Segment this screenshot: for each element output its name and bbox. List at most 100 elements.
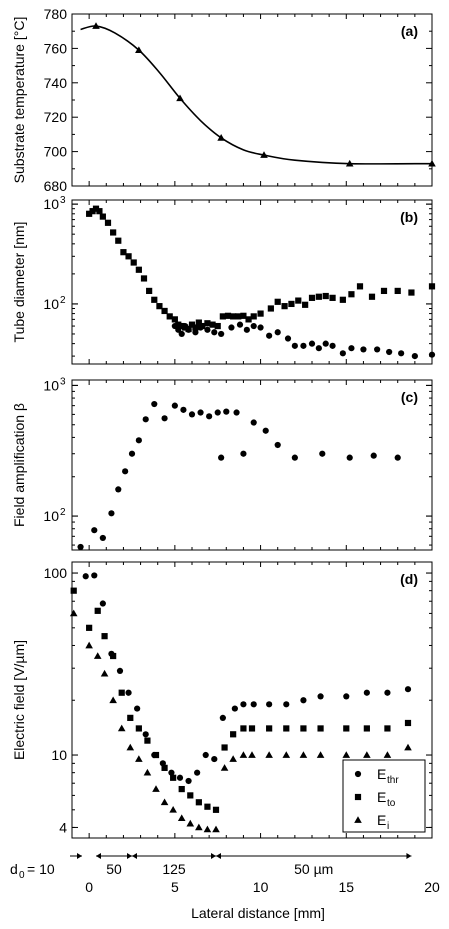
data-point-circle xyxy=(135,437,142,444)
data-point-circle xyxy=(204,326,211,333)
segment-label: 50 µm xyxy=(294,861,333,877)
data-point-square xyxy=(224,312,232,319)
data-point-triangle xyxy=(404,743,412,751)
y-tick-exponent: 3 xyxy=(60,376,66,387)
data-point-triangle xyxy=(93,652,102,659)
data-point-square xyxy=(156,303,163,310)
data-point-triangle xyxy=(143,768,152,776)
arrowhead xyxy=(211,853,216,859)
data-point-square xyxy=(146,287,153,295)
data-point-triangle xyxy=(135,46,143,53)
data-point-circle xyxy=(411,352,418,360)
data-point-circle xyxy=(266,701,273,708)
data-point-square xyxy=(363,725,370,732)
legend-marker-triangle xyxy=(354,816,362,823)
data-point-triangle xyxy=(212,825,220,833)
data-point-circle xyxy=(284,335,292,342)
data-point-circle xyxy=(211,755,218,763)
y-tick-label: 10 xyxy=(51,747,67,763)
data-point-circle xyxy=(274,329,281,336)
data-point-square xyxy=(96,208,103,215)
legend-marker-circle xyxy=(354,770,362,778)
data-point-triangle xyxy=(109,696,117,704)
x-tick-label: 5 xyxy=(171,879,179,895)
data-point-circle xyxy=(151,400,158,408)
data-point-square xyxy=(175,321,182,328)
x-tick-label: 15 xyxy=(338,879,354,895)
data-point-triangle xyxy=(92,22,100,29)
data-point-circle xyxy=(142,416,149,423)
data-point-triangle xyxy=(195,823,203,831)
data-point-square xyxy=(178,322,185,330)
data-point-triangle xyxy=(383,751,392,758)
y-axis-label: Substrate temperature [°C] xyxy=(11,17,27,184)
data-point-square xyxy=(315,293,322,300)
data-point-circle xyxy=(250,322,257,330)
data-point-square xyxy=(394,287,401,295)
data-point-square xyxy=(86,624,93,631)
arrowhead xyxy=(127,853,132,859)
data-point-square xyxy=(281,303,288,310)
data-point-circle xyxy=(175,326,182,333)
data-point-square xyxy=(151,296,158,303)
data-point-circle xyxy=(176,774,184,781)
data-point-triangle xyxy=(85,641,93,649)
data-point-square xyxy=(283,725,290,732)
data-point-circle xyxy=(192,329,199,336)
panel-label: (d) xyxy=(400,571,418,587)
x-tick-label: 10 xyxy=(253,879,269,895)
data-point-square xyxy=(204,320,211,327)
data-point-square xyxy=(230,313,237,320)
data-point-triangle xyxy=(239,751,248,758)
data-point-square xyxy=(92,205,100,212)
y-tick-label: 680 xyxy=(44,178,68,194)
data-point-square xyxy=(274,298,281,305)
data-point-circle xyxy=(168,769,175,776)
data-point-triangle xyxy=(152,785,160,792)
data-point-circle xyxy=(231,705,238,712)
data-point-circle xyxy=(398,350,405,357)
data-point-circle xyxy=(197,324,204,331)
data-point-square xyxy=(204,803,211,810)
data-point-triangle xyxy=(229,755,237,762)
data-point-square xyxy=(187,792,194,799)
data-point-square xyxy=(240,312,247,319)
data-point-circle xyxy=(99,534,106,542)
data-point-square xyxy=(219,313,226,320)
data-point-triangle xyxy=(69,609,78,617)
data-point-circle xyxy=(250,419,257,426)
data-point-triangle xyxy=(428,159,436,167)
data-point-square xyxy=(384,725,391,732)
y-tick-label: 10 xyxy=(43,196,59,212)
data-point-circle xyxy=(308,340,316,347)
data-point-triangle xyxy=(186,819,195,827)
data-point-circle xyxy=(219,714,226,721)
legend-label-subscript: thr xyxy=(387,775,399,786)
data-point-square xyxy=(166,313,173,320)
data-point-square xyxy=(266,725,273,732)
data-point-square xyxy=(130,259,137,266)
data-point-square xyxy=(308,294,316,301)
data-point-triangle xyxy=(316,751,325,758)
data-point-square xyxy=(152,751,160,759)
data-point-triangle xyxy=(126,743,135,751)
data-point-circle xyxy=(91,572,98,579)
plot-frame xyxy=(71,199,433,365)
data-point-circle xyxy=(108,510,115,517)
data-point-circle xyxy=(291,342,298,349)
data-point-square xyxy=(380,287,388,295)
data-point-triangle xyxy=(248,751,256,758)
data-point-circle xyxy=(197,409,204,416)
data-point-square xyxy=(212,806,220,813)
panel-label: (a) xyxy=(401,23,418,39)
legend-label-subscript: i xyxy=(387,821,389,832)
data-point-square xyxy=(188,321,196,328)
data-point-triangle xyxy=(220,764,229,771)
y-tick-label: 100 xyxy=(44,565,68,581)
y-tick-label: 10 xyxy=(43,296,59,312)
data-point-circle xyxy=(315,345,322,352)
data-point-circle xyxy=(185,777,192,785)
data-point-triangle xyxy=(363,751,371,758)
